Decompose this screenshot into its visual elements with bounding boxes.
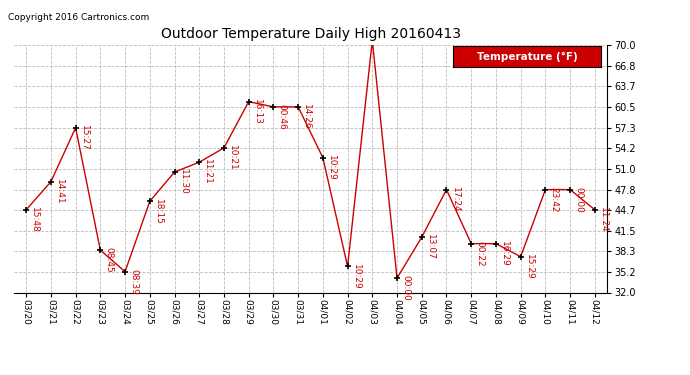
Text: 17:24: 17:24 xyxy=(451,187,460,213)
Text: Copyright 2016 Cartronics.com: Copyright 2016 Cartronics.com xyxy=(8,13,149,22)
Text: 00:46: 00:46 xyxy=(277,104,286,130)
Text: 14:26: 14:26 xyxy=(302,104,311,130)
Text: 15:29: 15:29 xyxy=(525,254,534,280)
Text: 10:21: 10:21 xyxy=(228,145,237,171)
Text: 11:30: 11:30 xyxy=(179,169,188,195)
Text: 11:21: 11:21 xyxy=(204,159,213,185)
Text: 00:00: 00:00 xyxy=(401,275,410,301)
Text: 10:29: 10:29 xyxy=(352,264,361,290)
Text: 15:48: 15:48 xyxy=(30,207,39,233)
Title: Outdoor Temperature Daily High 20160413: Outdoor Temperature Daily High 20160413 xyxy=(161,27,460,41)
Text: 00:00: 00:00 xyxy=(574,187,583,213)
Text: 16:13: 16:13 xyxy=(253,99,262,125)
Text: 15:27: 15:27 xyxy=(80,125,89,151)
Text: 13:07: 13:07 xyxy=(426,234,435,260)
Text: 08:39: 08:39 xyxy=(129,269,138,295)
Text: 16:29: 16:29 xyxy=(500,241,509,267)
Text: 17:11: 17:11 xyxy=(0,374,1,375)
Text: 10:29: 10:29 xyxy=(327,155,336,181)
Text: 00:22: 00:22 xyxy=(475,241,484,267)
Text: 14:41: 14:41 xyxy=(55,179,64,205)
Text: 23:42: 23:42 xyxy=(549,187,558,212)
Text: 08:45: 08:45 xyxy=(104,248,113,273)
Text: 18:15: 18:15 xyxy=(154,198,163,224)
Text: 11:24: 11:24 xyxy=(599,207,608,232)
